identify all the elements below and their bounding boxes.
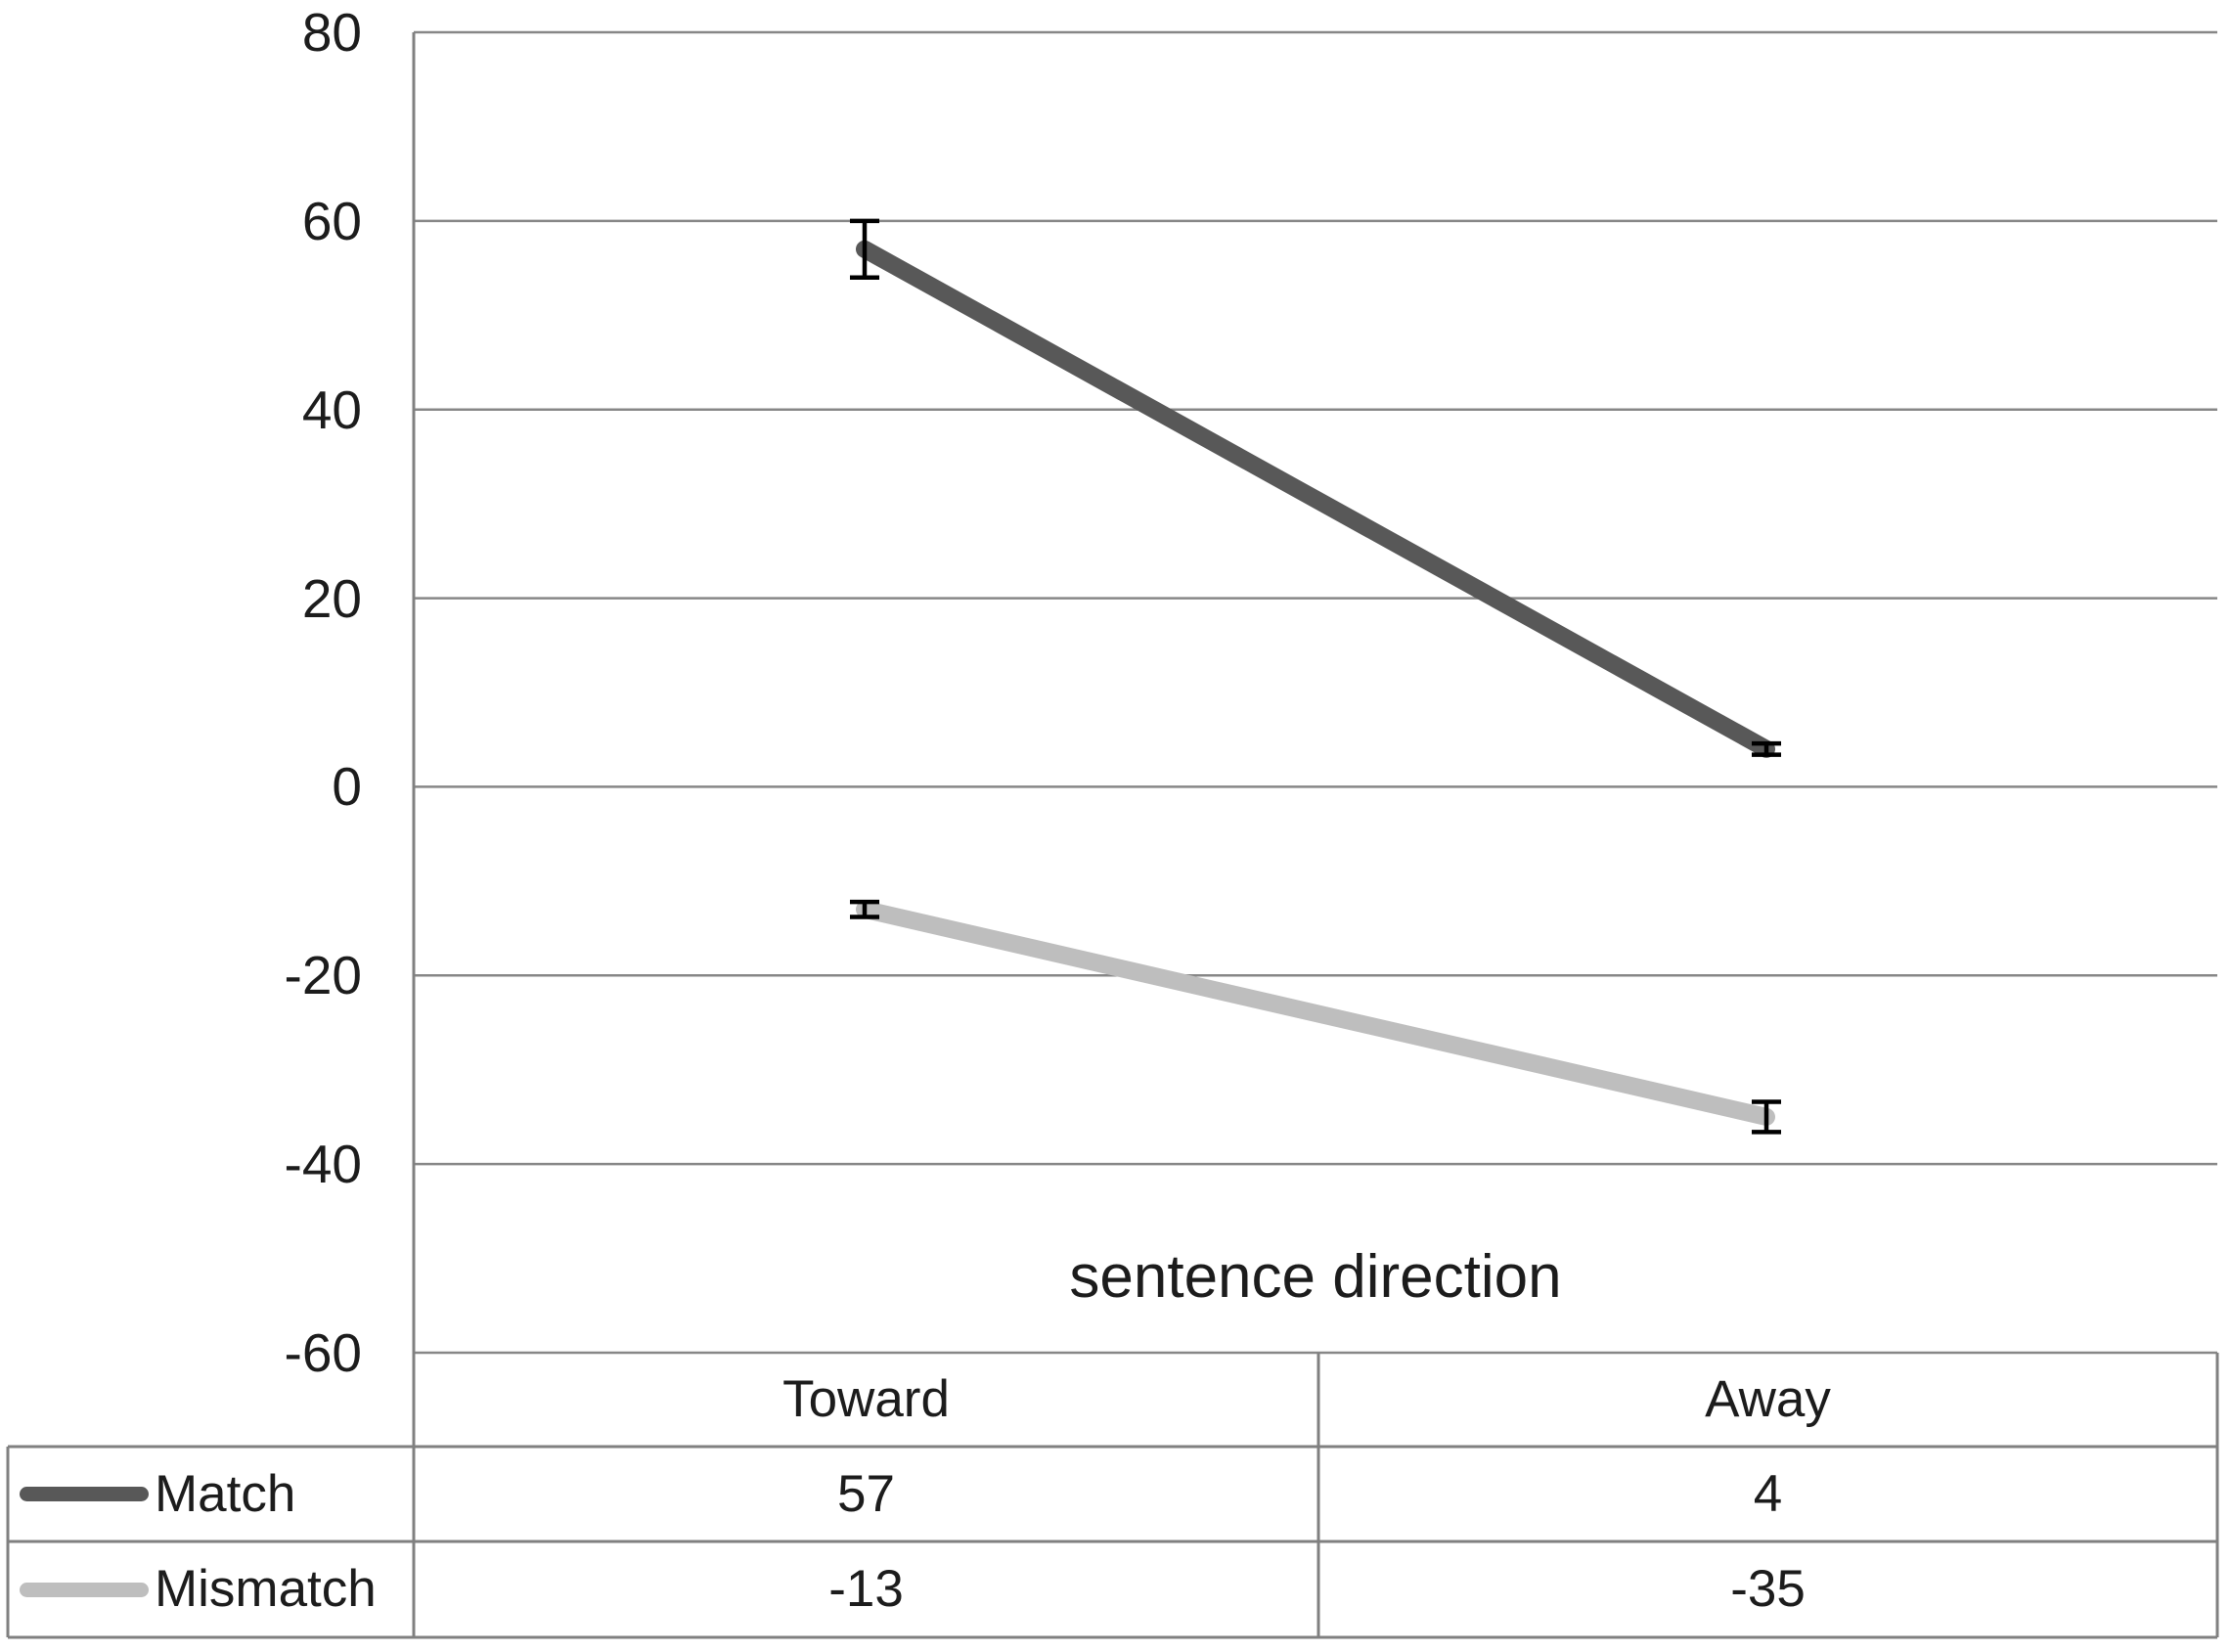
match-line-swatch (20, 1487, 149, 1501)
x-axis-title: sentence direction (1069, 1243, 1562, 1311)
legend-row-mismatch: Mismatch (8, 1541, 414, 1637)
y-tick-label: 40 (301, 379, 362, 440)
y-tick-label: -60 (284, 1322, 363, 1383)
legend-label-match: Match (155, 1465, 296, 1523)
series-line-mismatch (856, 900, 1775, 1126)
y-tick-label: -40 (284, 1134, 363, 1195)
legend-row-match: Match (8, 1447, 414, 1541)
y-tick-label: 0 (332, 756, 362, 818)
legend-label-mismatch: Mismatch (155, 1560, 377, 1618)
series-line-match (856, 240, 1775, 758)
column-header-toward: Toward (782, 1370, 950, 1428)
y-tick-label: 20 (301, 567, 362, 629)
y-tick-label: -20 (284, 945, 363, 1006)
column-header-away: Away (1705, 1370, 1831, 1428)
table-value-mismatch-away: -35 (1730, 1560, 1806, 1618)
y-tick-label: 60 (301, 190, 362, 251)
table-value-match-away: 4 (1753, 1465, 1783, 1523)
table-value-mismatch-toward: -13 (828, 1560, 904, 1618)
mismatch-line-swatch (20, 1582, 149, 1597)
y-tick-label: 80 (301, 2, 362, 63)
table-value-match-toward: 57 (837, 1465, 895, 1523)
